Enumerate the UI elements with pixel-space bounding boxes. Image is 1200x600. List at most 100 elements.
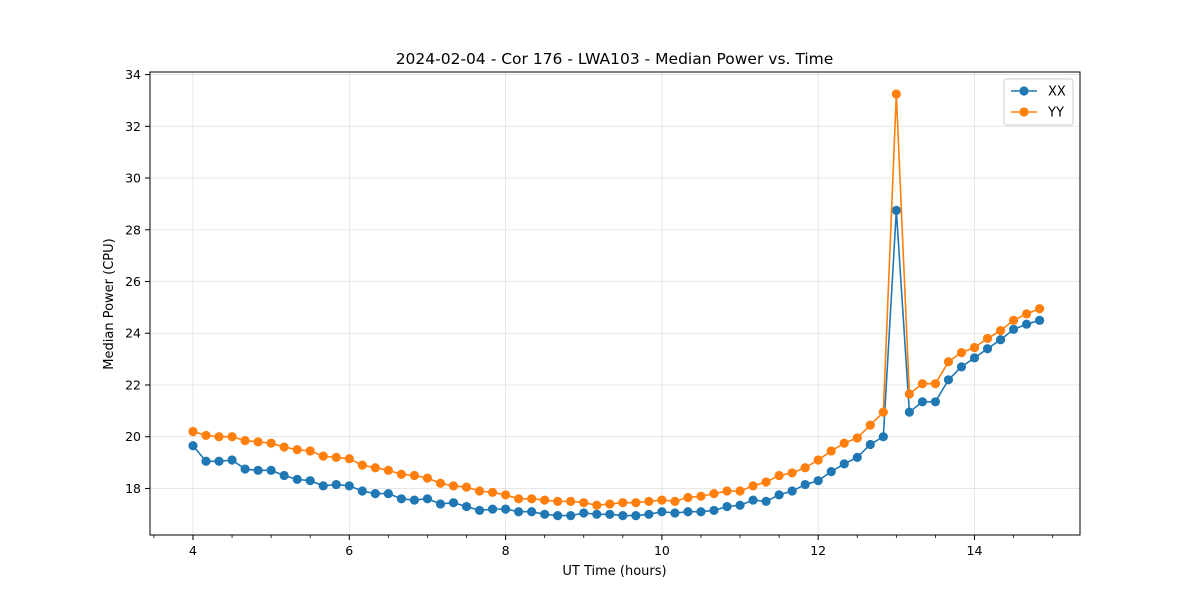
- series-yy-point: [657, 495, 667, 505]
- series-yy-point: [1035, 304, 1045, 314]
- series-xx-point: [826, 467, 836, 477]
- series-xx-point: [917, 397, 927, 407]
- series-xx-point: [657, 507, 667, 517]
- series-xx-point: [514, 507, 524, 517]
- series-yy-point: [722, 486, 732, 496]
- series-xx-point: [500, 504, 511, 514]
- series-yy-point: [201, 430, 211, 441]
- series-yy-point: [917, 379, 927, 389]
- grid: [150, 72, 1080, 535]
- series-yy-point: [474, 486, 485, 496]
- series-yy-point: [605, 499, 615, 509]
- legend-xx-marker: [1019, 86, 1029, 96]
- legend: XX YY: [1003, 78, 1074, 126]
- series-xx-point: [527, 507, 537, 517]
- series-yy-point: [969, 342, 980, 353]
- x-tick-label: 10: [654, 543, 670, 558]
- y-tick-label: 20: [125, 429, 141, 444]
- series-xx-point: [904, 407, 914, 417]
- series-yy-point: [527, 494, 537, 504]
- series-yy-point: [227, 432, 237, 442]
- series-xx-point: [266, 465, 276, 475]
- series-yy-point: [748, 481, 758, 491]
- series-xx-point: [839, 459, 849, 469]
- series-yy-point: [774, 470, 784, 481]
- x-tick-label: 12: [810, 543, 826, 558]
- series-xx-point: [1008, 324, 1019, 334]
- series-xx-point: [422, 494, 433, 504]
- legend-yy-label: YY: [1047, 106, 1064, 121]
- series-yy-point: [540, 495, 550, 505]
- series-xx-point: [579, 508, 589, 518]
- series-yy-point: [240, 435, 250, 446]
- series-xx-point: [487, 504, 498, 514]
- series-xx-point: [305, 476, 315, 486]
- x-tick-label: 8: [502, 543, 510, 558]
- series-yy-point: [709, 489, 719, 499]
- series-xx-point: [943, 375, 954, 385]
- y-tick-label: 34: [125, 67, 141, 82]
- series-yy-point: [982, 333, 993, 344]
- series-xx-point: [461, 501, 472, 512]
- y-tick-label: 26: [125, 274, 141, 289]
- x-tick-label: 14: [967, 543, 983, 558]
- chart-title: 2024-02-04 - Cor 176 - LWA103 - Median P…: [396, 50, 834, 68]
- series-xx-point: [774, 490, 784, 500]
- series-yy-point: [787, 468, 797, 478]
- series-yy-point: [422, 473, 433, 483]
- series-xx-point: [891, 205, 901, 215]
- series-yy-point: [279, 442, 289, 452]
- series-xx-point: [696, 507, 706, 517]
- series-xx-point: [214, 456, 224, 466]
- series-yy-point: [761, 477, 771, 487]
- series-yy-point: [383, 465, 393, 475]
- series-yy-point: [839, 438, 849, 448]
- series-xx-point: [435, 499, 446, 509]
- series-xx-point: [969, 353, 980, 363]
- series-yy-point: [800, 463, 810, 473]
- x-axis-label: UT Time (hours): [562, 564, 666, 579]
- series-xx-point: [370, 489, 380, 499]
- series-xx-point: [631, 511, 641, 521]
- series-xx-point: [240, 464, 250, 474]
- series-xx-point: [995, 335, 1006, 345]
- series-xx-point: [540, 509, 550, 519]
- series-xx-point: [930, 397, 941, 407]
- legend-yy-marker: [1019, 107, 1029, 117]
- series-yy-point: [448, 481, 459, 491]
- y-tick-label: 24: [125, 326, 141, 341]
- series-xx-point: [722, 501, 732, 512]
- series-yy-point: [292, 445, 302, 455]
- series-yy-point: [266, 438, 276, 448]
- series-xx-point: [800, 479, 810, 490]
- x-tick-label: 4: [189, 543, 197, 558]
- series-xx-point: [253, 465, 263, 475]
- series-xx-point: [279, 470, 289, 481]
- series-xx-point: [735, 500, 745, 510]
- series-yy-point: [631, 498, 641, 508]
- legend-xx-label: XX: [1048, 85, 1066, 100]
- series-yy-point: [852, 433, 862, 443]
- series-xx-point: [683, 507, 693, 517]
- series-yy-point: [579, 498, 589, 508]
- series-yy-point: [930, 379, 941, 389]
- series-yy-point: [826, 446, 836, 456]
- series-xx-point: [448, 498, 459, 508]
- series-yy-point: [735, 486, 745, 496]
- series-xx-point: [553, 511, 563, 521]
- series-yy-point: [956, 348, 967, 358]
- series-xx-point: [852, 452, 862, 463]
- series-yy-point: [995, 326, 1006, 336]
- series-xx-point: [748, 495, 758, 505]
- series-yy-point: [943, 357, 954, 367]
- series-yy-point: [318, 451, 328, 461]
- series-yy-point: [1008, 315, 1019, 325]
- series-xx-point: [644, 509, 654, 519]
- series-xx-point: [761, 496, 771, 506]
- series-xx-point: [982, 344, 993, 354]
- series-xx-point: [474, 505, 485, 516]
- series-yy-point: [500, 490, 511, 500]
- series-xx-point: [409, 495, 420, 505]
- series-yy-point: [435, 478, 446, 488]
